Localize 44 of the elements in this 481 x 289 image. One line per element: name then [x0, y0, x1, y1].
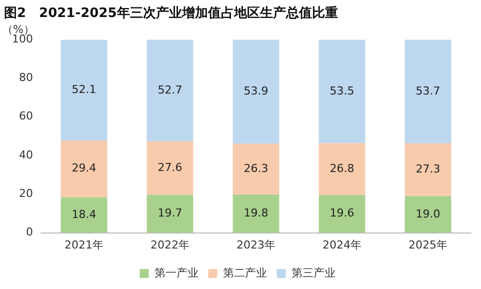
data-label: 52.7	[158, 83, 182, 96]
y-tick-label: 0	[26, 226, 33, 239]
legend-label: 第二产业	[222, 266, 267, 280]
bar	[318, 194, 366, 233]
data-label: 53.7	[416, 84, 440, 98]
bar	[318, 143, 366, 195]
data-label: 26.3	[244, 162, 268, 175]
data-label: 26.8	[330, 162, 354, 175]
bar	[146, 40, 194, 142]
x-tick-label: 2023年	[236, 238, 276, 252]
legend-label: 第三产业	[291, 266, 336, 280]
x-tick-label: 2021年	[64, 238, 104, 252]
x-tick-label: 2024年	[322, 238, 362, 252]
bar	[146, 194, 194, 233]
data-label: 19.0	[416, 207, 440, 220]
data-label: 52.1	[72, 82, 96, 96]
data-label: 19.6	[330, 206, 354, 220]
bar	[404, 40, 452, 144]
data-label: 27.6	[158, 160, 182, 174]
y-tick-label: 20	[18, 187, 33, 200]
data-label: 19.7	[158, 206, 182, 220]
y-tick-label: 80	[18, 71, 33, 84]
data-label: 27.3	[416, 162, 440, 176]
bar	[232, 40, 280, 144]
bar	[232, 194, 280, 233]
bar	[60, 197, 108, 233]
bar	[232, 144, 280, 195]
bar	[318, 40, 366, 144]
y-tick-label: 60	[18, 110, 33, 123]
legend-label: 第一产业	[154, 266, 198, 280]
bar	[404, 196, 452, 233]
data-label: 19.8	[244, 206, 268, 220]
bar	[404, 143, 452, 196]
bar	[60, 40, 108, 140]
data-label: 53.9	[244, 84, 268, 98]
y-tick-label: 40	[18, 148, 33, 162]
x-tick-label: 2022年	[150, 238, 190, 252]
data-label: 18.4	[72, 208, 96, 221]
chart-title: 图2 2021-2025年三次产业增加值占地区生产总值比重	[4, 5, 338, 22]
bar	[60, 140, 108, 198]
x-tick-label: 2025年	[408, 238, 448, 252]
bar	[146, 141, 194, 195]
data-label: 53.5	[330, 84, 354, 98]
data-label: 29.4	[72, 162, 96, 175]
